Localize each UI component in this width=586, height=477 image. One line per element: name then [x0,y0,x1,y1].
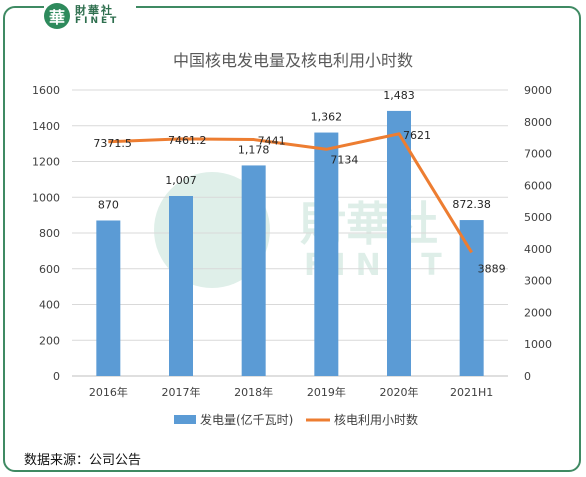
y-left-tick-label: 1600 [32,84,60,97]
y-right-tick-label: 6000 [524,179,552,192]
bar-data-label: 1,362 [311,111,343,124]
y-right-tick-label: 5000 [524,211,552,224]
x-tick-label: 2017年 [162,385,201,399]
bar [241,165,266,376]
y-left-tick-label: 1200 [32,156,60,169]
line-data-label: 7371.5 [93,137,132,150]
line-series [108,132,473,254]
legend-bar-swatch [174,415,196,424]
y-right-tick-label: 8000 [524,116,552,129]
bar [459,220,484,376]
bar [387,110,411,376]
brand-logo: 華 財華社 FINET [44,1,136,31]
y-left-tick-label: 1400 [32,120,60,133]
bar-data-label: 870 [98,198,119,211]
brand-name-cn: 財華社 [75,4,114,17]
brand-name-en: FINET [75,16,120,26]
y-left-tick-label: 0 [53,370,60,383]
brand-mark-icon: 華 [44,3,70,29]
bar [314,132,339,376]
bar-data-label: 1,483 [383,89,415,102]
line-data-label: 7134 [330,153,358,166]
bar-data-label: 1,178 [238,143,270,156]
line-data-label: 7461.2 [168,134,207,147]
y-right-tick-label: 2000 [524,306,552,319]
x-tick-label: 2016年 [89,385,128,399]
line-data-label: 7621 [403,129,431,142]
x-tick-label: 2019年 [307,385,346,399]
line-data-label: 7441 [258,135,286,148]
y-left-tick-label: 600 [39,263,60,276]
bar-data-label: 1,007 [165,174,197,187]
y-right-tick-label: 3000 [524,275,552,288]
y-left-tick-label: 800 [39,227,60,240]
bar [169,195,193,376]
data-source-note: 数据来源：公司公告 [24,453,142,468]
chart-title: 中国核电发电量及核电利用小时数 [173,51,413,70]
x-tick-label: 2021H1 [450,386,493,399]
chart-frame [3,6,581,472]
y-left-tick-label: 1000 [32,191,60,204]
y-right-tick-label: 4000 [524,243,552,256]
y-right-tick-label: 9000 [524,84,552,97]
y-left-tick-label: 400 [39,299,60,312]
x-tick-label: 2020年 [380,385,419,399]
line-data-label: 3889 [478,262,506,275]
legend-bar-label: 发电量(亿千瓦时) [200,412,293,427]
y-right-tick-label: 1000 [524,338,552,351]
y-right-tick-label: 7000 [524,148,552,161]
legend-line-label: 核电利用小时数 [334,412,418,427]
bar [96,220,121,376]
y-left-tick-label: 200 [39,334,60,347]
brand-text: 財華社 FINET [75,5,119,27]
y-right-tick-label: 0 [524,370,531,383]
x-tick-label: 2018年 [234,385,273,399]
bar-data-label: 872.38 [452,198,491,211]
